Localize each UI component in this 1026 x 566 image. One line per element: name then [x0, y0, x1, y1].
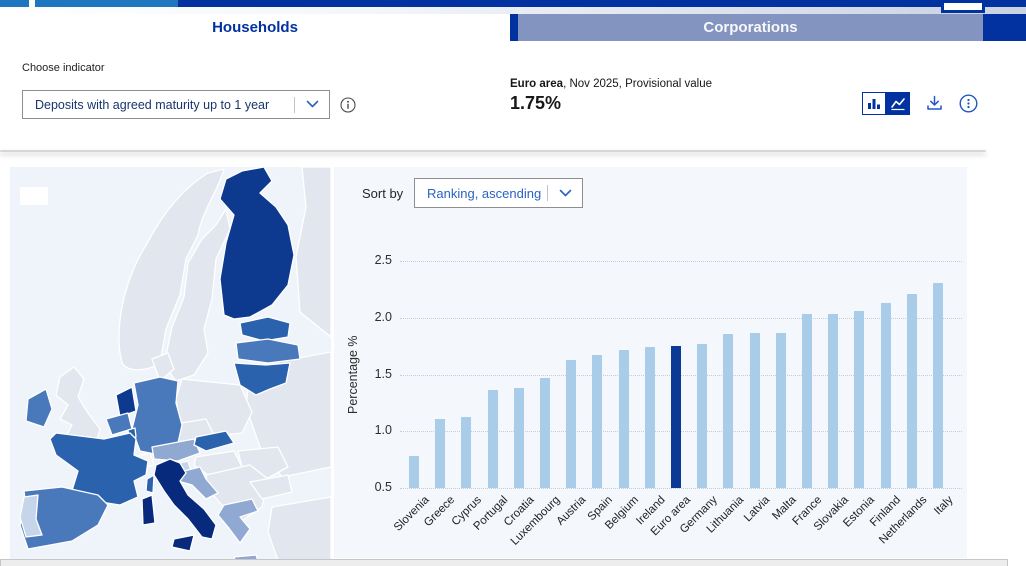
- brand-bar-gap: [29, 0, 35, 7]
- map-country-netherlands[interactable]: [115, 386, 137, 418]
- bar-slovenia[interactable]: [409, 456, 419, 488]
- bar-france[interactable]: [802, 314, 812, 488]
- bar-euro-area[interactable]: [671, 346, 681, 488]
- gridline: [400, 261, 962, 262]
- info-icon[interactable]: [340, 97, 356, 113]
- indicator-dropdown-value: Deposits with agreed maturity up to 1 ye…: [35, 97, 270, 112]
- map-country-finland[interactable]: [219, 167, 295, 320]
- y-axis-tick: 2.0: [374, 309, 392, 324]
- map-country-estonia[interactable]: [239, 316, 291, 342]
- plot-area: [400, 261, 962, 489]
- bar-croatia[interactable]: [513, 388, 524, 488]
- bar-slovakia[interactable]: [828, 314, 839, 488]
- brand-bar-segment: [0, 0, 29, 7]
- more-options-icon[interactable]: [959, 94, 978, 113]
- map-country-latvia[interactable]: [235, 338, 301, 364]
- map-country-italy[interactable]: [153, 458, 217, 540]
- bar-belgium[interactable]: [618, 349, 629, 488]
- map-country-bulgaria: [249, 474, 293, 500]
- map-country-russia: [295, 167, 331, 338]
- bar-italy[interactable]: [933, 282, 943, 488]
- bar-chart-panel: Sort by Ranking, ascending Percentage % …: [334, 167, 967, 558]
- sort-dropdown[interactable]: Ranking, ascending: [414, 178, 583, 208]
- tab-bar: Households Corporations: [0, 14, 1026, 41]
- y-axis-tick: 2.5: [374, 253, 392, 267]
- section-divider: [0, 150, 986, 152]
- y-axis-tick: 1.5: [374, 366, 392, 381]
- gridline: [400, 488, 962, 489]
- top-brand-bar: [0, 0, 1026, 7]
- bar-cyprus[interactable]: [461, 416, 472, 488]
- map-country-ireland[interactable]: [25, 388, 53, 428]
- tab-end-block: [983, 14, 1026, 41]
- headline-date: , Nov 2025, Provisional value: [563, 78, 713, 90]
- headline-meta: Euro area, Nov 2025, Provisional value: [510, 78, 712, 90]
- x-axis-label: Latvia: [741, 494, 773, 525]
- map-country-france[interactable]: [49, 432, 149, 506]
- bar-latvia[interactable]: [749, 332, 760, 488]
- bar-netherlands[interactable]: [906, 293, 917, 488]
- tab-households[interactable]: Households: [0, 14, 510, 41]
- map-country-sicily[interactable]: [171, 534, 195, 552]
- y-axis-tick: 0.5: [374, 480, 392, 494]
- download-icon[interactable]: [926, 95, 943, 112]
- gridline: [400, 374, 962, 376]
- chevron-down-icon[interactable]: [295, 100, 329, 109]
- bar-chart-view-button[interactable]: [862, 92, 886, 115]
- chart-toolbar: [862, 92, 978, 115]
- bar-greece[interactable]: [435, 418, 446, 488]
- bar-austria[interactable]: [566, 359, 577, 488]
- dropdown-divider: [547, 185, 548, 201]
- bar-ireland[interactable]: [644, 347, 655, 488]
- indicator-dropdown[interactable]: Deposits with agreed maturity up to 1 ye…: [22, 90, 330, 119]
- map-country-lithuania[interactable]: [233, 362, 291, 396]
- bar-lithuania[interactable]: [723, 333, 734, 488]
- line-chart-view-button[interactable]: [886, 92, 910, 115]
- gridline: [400, 317, 962, 319]
- map-country-sardinia[interactable]: [141, 494, 156, 526]
- headline-value-block: Euro area, Nov 2025, Provisional value 1…: [510, 78, 712, 114]
- bar-finland[interactable]: [880, 303, 891, 488]
- bar-germany[interactable]: [697, 343, 708, 488]
- bar-spain[interactable]: [592, 355, 603, 488]
- bar-luxembourg[interactable]: [540, 377, 550, 488]
- y-axis-tick: 1.0: [374, 423, 392, 438]
- horizontal-scrollbar[interactable]: [0, 559, 1008, 566]
- top-right-control[interactable]: [941, 0, 985, 13]
- map-country-turkey: [267, 496, 331, 566]
- tab-accent-bar: [510, 14, 518, 41]
- map-country-portugal[interactable]: [19, 494, 43, 538]
- gridline: [400, 431, 962, 433]
- headline-number: 1.75%: [510, 93, 562, 113]
- bar-portugal[interactable]: [487, 390, 498, 488]
- brand-bar-segment: [178, 0, 1026, 7]
- bar-estonia[interactable]: [854, 310, 865, 488]
- x-axis-label: Italy: [932, 494, 956, 518]
- chevron-down-icon[interactable]: [548, 189, 582, 198]
- x-axis-label: Slovenia: [391, 494, 432, 534]
- map-country-slovakia[interactable]: [193, 430, 235, 452]
- map-zoom-control[interactable]: [20, 187, 48, 205]
- brand-bar-segment: [35, 0, 178, 7]
- sort-dropdown-value: Ranking, ascending: [427, 185, 542, 201]
- tab-corporations[interactable]: Corporations: [518, 14, 983, 41]
- header-gradient-strip: [0, 7, 1026, 14]
- map-country-corsica[interactable]: [145, 474, 155, 494]
- map-country-austria[interactable]: [151, 438, 201, 462]
- europe-choropleth-map: [10, 167, 331, 566]
- headline-area: Euro area: [510, 78, 564, 90]
- map-country-greece[interactable]: [217, 498, 259, 544]
- sort-by-label: Sort by: [362, 186, 404, 201]
- choose-indicator-label: Choose indicator: [22, 62, 105, 74]
- dropdown-divider: [294, 96, 295, 113]
- bar-malta[interactable]: [775, 332, 786, 488]
- map-country-denmark: [151, 352, 175, 382]
